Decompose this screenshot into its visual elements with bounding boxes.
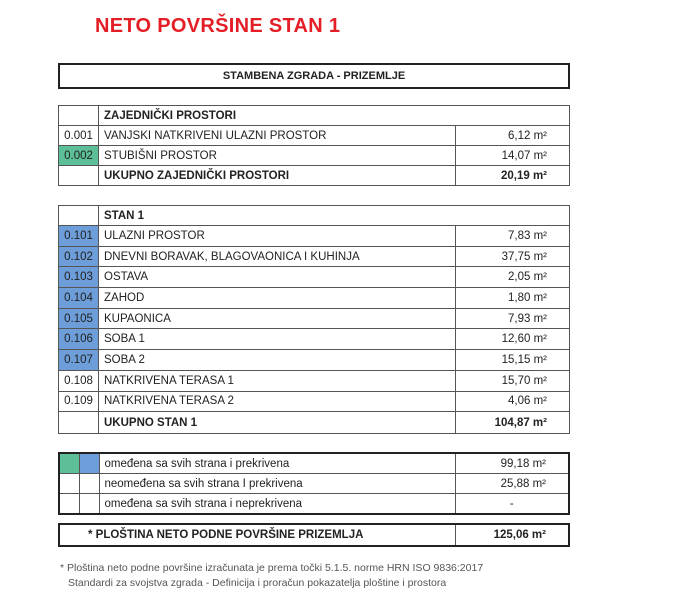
room-area: 2,05 m² (454, 266, 571, 289)
room-row: 0.104 ZAHOD 1,80 m² (58, 287, 571, 309)
unit-header: STAN 1 (98, 205, 570, 226)
legend-label: omeđena sa svih strana i neprekrivena (98, 493, 456, 515)
room-code: 0.102 (58, 245, 99, 268)
room-row: 0.105 KUPAONICA 7,93 m² (58, 307, 571, 330)
room-name: ZAHOD (98, 287, 456, 309)
grand-total-label: * PLOŠTINA NETO PODNE POVRŠINE PRIZEMLJA (58, 523, 456, 547)
unit-total-value: 104,87 m² (454, 411, 571, 435)
room-code: 0.108 (58, 369, 99, 392)
room-row: 0.002 STUBIŠNI PROSTOR 14,07 m² (58, 145, 570, 166)
room-code: 0.101 (58, 225, 99, 247)
grand-total-table: * PLOŠTINA NETO PODNE POVRŠINE PRIZEMLJA… (58, 523, 570, 547)
legend-table: omeđena sa svih strana i prekrivena 99,18… (58, 452, 570, 515)
green-swatch (58, 452, 80, 474)
common-total-label: UKUPNO ZAJEDNIČKI PROSTORI (98, 165, 456, 186)
common-spaces-table: ZAJEDNIČKI PROSTORI 0.001 VANJSKI NATKRIV… (58, 105, 570, 186)
room-name: DNEVNI BORAVAK, BLAGOVAONICA I KUHINJA (98, 245, 456, 268)
room-code: 0.103 (58, 266, 99, 289)
room-area: 15,15 m² (454, 349, 571, 371)
common-header: ZAJEDNIČKI PROSTORI (98, 105, 570, 126)
footnote-line: * Ploština neto podne površine izračunat… (60, 562, 484, 574)
room-area: 6,12 m² (455, 125, 570, 146)
legend-row: omeđena sa svih strana i prekrivena 99,18… (58, 452, 570, 474)
room-code: 0.001 (58, 125, 99, 146)
footnote-line: Standardi za svojstva zgrada - Definicij… (68, 577, 447, 589)
room-row: 0.106 SOBA 1 12,60 m² (58, 328, 571, 351)
legend-row: omeđena sa svih strana i neprekrivena - (58, 493, 570, 515)
room-row: 0.101 ULAZNI PROSTOR 7,83 m² (58, 225, 571, 247)
room-name: ULAZNI PROSTOR (98, 225, 456, 247)
room-row: 0.103 OSTAVA 2,05 m² (58, 266, 571, 289)
room-name: KUPAONICA (98, 307, 456, 330)
page-title: NETO POVRŠINE STAN 1 (95, 15, 341, 37)
room-name: NATKRIVENA TERASA 2 (98, 390, 456, 413)
room-row: 0.109 NATKRIVENA TERASA 2 4,06 m² (58, 390, 571, 413)
room-code: 0.109 (58, 390, 99, 413)
room-row: 0.001 VANJSKI NATKRIVENI ULAZNI PROSTOR 6,… (58, 125, 570, 146)
room-name: SOBA 2 (98, 349, 456, 371)
room-area: 12,60 m² (454, 328, 571, 351)
room-area: 1,80 m² (454, 287, 571, 309)
room-code: 0.104 (58, 287, 99, 309)
room-name: STUBIŠNI PROSTOR (98, 145, 456, 166)
room-area: 15,70 m² (454, 369, 571, 392)
room-code: 0.105 (58, 307, 99, 330)
legend-area: - (454, 493, 570, 515)
room-area: 4,06 m² (454, 390, 571, 413)
footnote: * Ploština neto podne površine izračunat… (60, 561, 483, 591)
room-code: 0.106 (58, 328, 99, 351)
room-row: 0.107 SOBA 2 15,15 m² (58, 349, 571, 371)
legend-label: omeđena sa svih strana i prekrivena (98, 452, 456, 474)
building-header-table: STAMBENA ZGRADA - PRIZEMLJE (58, 63, 570, 89)
legend-label: neomeđena sa svih strana I prekrivena (98, 473, 456, 494)
room-name: VANJSKI NATKRIVENI ULAZNI PROSTOR (98, 125, 456, 146)
grand-total-value: 125,06 m² (454, 523, 570, 547)
unit-total-label: UKUPNO STAN 1 (98, 411, 456, 435)
building-label: STAMBENA ZGRADA - PRIZEMLJE (58, 63, 570, 89)
room-area: 14,07 m² (455, 145, 570, 166)
room-name: OSTAVA (98, 266, 456, 289)
room-code: 0.107 (58, 349, 99, 371)
room-area: 7,93 m² (454, 307, 571, 330)
room-name: SOBA 1 (98, 328, 456, 351)
room-row: 0.108 NATKRIVENA TERASA 1 15,70 m² (58, 369, 571, 392)
room-code: 0.002 (58, 145, 99, 166)
legend-area: 25,88 m² (454, 473, 570, 494)
legend-area: 99,18 m² (454, 452, 570, 474)
blue-swatch (78, 452, 100, 474)
room-area: 37,75 m² (454, 245, 571, 268)
common-total-value: 20,19 m² (455, 165, 570, 186)
room-name: NATKRIVENA TERASA 1 (98, 369, 456, 392)
legend-row: neomeđena sa svih strana I prekrivena 25,… (58, 473, 570, 494)
unit-table: STAN 1 0.101 ULAZNI PROSTOR 7,83 m² 0.102 DN… (58, 205, 571, 435)
room-row: 0.102 DNEVNI BORAVAK, BLAGOVAONICA I KUHI… (58, 245, 571, 268)
room-area: 7,83 m² (454, 225, 571, 247)
